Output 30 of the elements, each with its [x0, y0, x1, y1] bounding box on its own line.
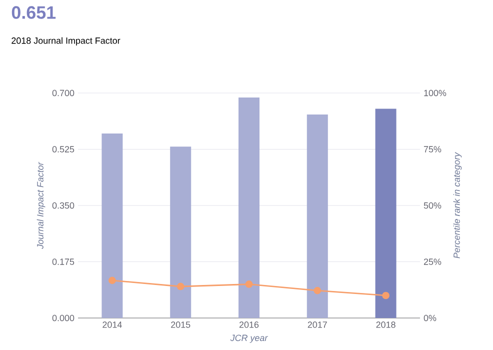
- y-tick-label: 0.000: [52, 314, 74, 322]
- bar: [375, 108, 396, 318]
- bar: [306, 114, 328, 318]
- x-tick-label: 2016: [239, 322, 259, 328]
- x-tick-label: 2015: [171, 322, 190, 328]
- y2-tick-label: 25%: [424, 258, 442, 265]
- x-tick-label: 2014: [102, 322, 122, 328]
- y2-tick-label: 100%: [424, 90, 446, 96]
- bar: [102, 134, 123, 318]
- y-tick-label: 0.175: [52, 258, 74, 265]
- chart-subtitle: 2018 Journal Impact Factor: [12, 37, 120, 46]
- point: [382, 292, 390, 300]
- point: [176, 282, 184, 290]
- bar: [170, 146, 192, 318]
- point: [314, 286, 322, 294]
- y-tick-label: 0.525: [52, 146, 74, 152]
- x-tick-label: 2018: [376, 322, 396, 328]
- bar: [238, 98, 260, 318]
- x-tick-label: 2017: [308, 322, 327, 328]
- y-tick-label: 0.700: [52, 90, 74, 96]
- y-tick-label: 0.350: [52, 202, 74, 209]
- point: [108, 276, 116, 284]
- y-axis-title: Journal Impact Factor: [36, 162, 46, 249]
- y2-tick-label: 0%: [424, 314, 436, 322]
- chart-title: 0.651: [12, 6, 56, 19]
- y2-axis-title: Percentile rank in category: [453, 152, 462, 258]
- y2-tick-label: 75%: [424, 146, 442, 152]
- point: [245, 280, 253, 288]
- y2-tick-label: 50%: [424, 202, 442, 209]
- x-axis-title: JCR year: [230, 334, 268, 343]
